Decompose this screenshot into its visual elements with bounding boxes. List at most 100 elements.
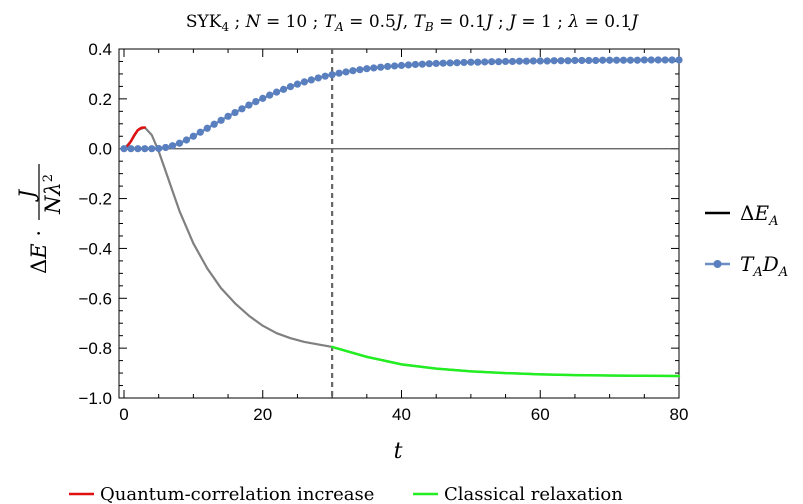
y-tick-label: 0.2 [88, 90, 112, 109]
x-tick-label: 20 [253, 405, 272, 424]
y-axis-label: ΔE · J Nλ2 [15, 164, 65, 274]
tada-point [273, 88, 281, 96]
tada-point [488, 58, 496, 66]
tada-point [307, 76, 315, 84]
y-tick-label: −0.2 [78, 190, 112, 209]
tada-point [252, 98, 260, 106]
tada-point [370, 64, 378, 72]
tada-point [293, 80, 302, 88]
legend-tada-marker [713, 260, 722, 268]
tada-point [654, 56, 662, 64]
x-tick-label: 0 [119, 405, 128, 424]
tada-point [640, 56, 648, 64]
tada-point [501, 57, 510, 66]
series-deltaE-line [122, 126, 681, 378]
x-tick-label: 60 [531, 405, 550, 424]
y-tick-label: −1.0 [78, 389, 112, 408]
series-tada-line [122, 58, 681, 150]
series-layer [122, 58, 681, 378]
tada-point [238, 105, 246, 113]
y-tick-label: −0.4 [78, 239, 112, 258]
tada-point [120, 145, 128, 153]
tada-point [515, 57, 524, 65]
axis-tick-labels: 0 20 40 60 80 −1.0 −0.8 −0.6 −0.4 −0.2 0.0 0.2 0.4 [78, 40, 688, 424]
tada-point [564, 57, 572, 65]
tada-point [279, 85, 288, 93]
tada-point [342, 68, 350, 76]
tada-point [300, 78, 308, 86]
tada-point [349, 67, 357, 75]
tada-point [162, 143, 170, 152]
tada-point [321, 72, 329, 80]
tada-point [668, 56, 676, 64]
tada-point [134, 145, 142, 153]
tada-point [217, 116, 225, 124]
tada-point [363, 65, 371, 73]
tada-point [384, 62, 392, 71]
svg-text:Nλ2: Nλ2 [41, 174, 65, 215]
tada-point [175, 139, 184, 147]
tada-point [599, 56, 607, 64]
tada-point [432, 59, 440, 68]
tada-point [508, 57, 517, 66]
tada-point [182, 136, 191, 144]
tada-point [571, 56, 579, 65]
tada-point [286, 83, 295, 91]
legend-quantum-label: Quantum-correlation increase [100, 484, 374, 504]
svg-text:J: J [15, 188, 39, 202]
tada-point [592, 56, 600, 65]
tada-point [266, 91, 274, 99]
tada-point [481, 58, 489, 66]
tada-point [675, 56, 683, 64]
legend-classical-label: Classical relaxation [444, 484, 623, 504]
tada-point [425, 60, 433, 68]
tada-point [543, 57, 551, 65]
tada-point [474, 58, 482, 66]
tada-point [356, 66, 364, 74]
tada-point [439, 59, 447, 67]
tada-point [390, 62, 399, 70]
plot-frame [118, 48, 680, 399]
tada-point [647, 56, 655, 64]
tada-point [141, 145, 149, 153]
tada-point [522, 57, 530, 65]
tada-point [404, 61, 413, 69]
tada-point [578, 56, 586, 65]
tada-point [612, 56, 621, 64]
tada-point [328, 71, 336, 79]
tada-point [633, 56, 641, 64]
y-tick-label: 0.4 [88, 40, 112, 59]
tada-point [536, 57, 544, 65]
y-tick-label: −0.8 [78, 339, 112, 358]
tada-point [661, 56, 669, 64]
axis-ticks [119, 48, 680, 399]
legend-deltaE-label: ΔEA [740, 201, 778, 229]
tada-point [460, 58, 468, 67]
tada-point [453, 59, 461, 67]
tada-point [148, 145, 156, 153]
series-classical-line [330, 345, 681, 378]
tada-point [550, 57, 558, 65]
y-tick-label: −0.6 [78, 289, 112, 308]
series-quantum-line [122, 126, 147, 150]
tada-point [245, 101, 253, 109]
tada-point [495, 58, 503, 66]
tada-point [224, 112, 232, 120]
tada-point [127, 145, 135, 153]
tada-point [411, 60, 419, 69]
y-tick-label: 0.0 [88, 140, 112, 159]
tada-point [626, 56, 635, 64]
legend-right: ΔEA TADA [705, 201, 788, 280]
x-tick-label: 80 [670, 405, 689, 424]
svg-text:ΔE ·: ΔE · [27, 230, 51, 274]
chart-title: SYK4 ; N = 10 ; TA = 0.5J, TB = 0.1J ; J… [186, 12, 639, 34]
tada-point [210, 120, 218, 128]
tada-point [314, 74, 322, 82]
tada-point [231, 108, 239, 117]
tada-point [467, 58, 475, 66]
x-tick-label: 40 [392, 405, 411, 424]
tada-point [619, 56, 628, 64]
tada-point [529, 57, 537, 65]
tada-point [155, 144, 163, 153]
